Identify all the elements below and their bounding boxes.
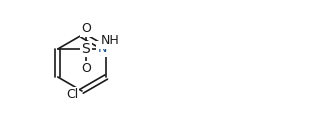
Text: Cl: Cl [66, 89, 78, 102]
Text: O: O [81, 23, 91, 36]
Text: N: N [98, 42, 107, 56]
Text: S: S [81, 42, 90, 56]
Text: NH: NH [100, 34, 119, 48]
Text: O: O [81, 62, 91, 75]
